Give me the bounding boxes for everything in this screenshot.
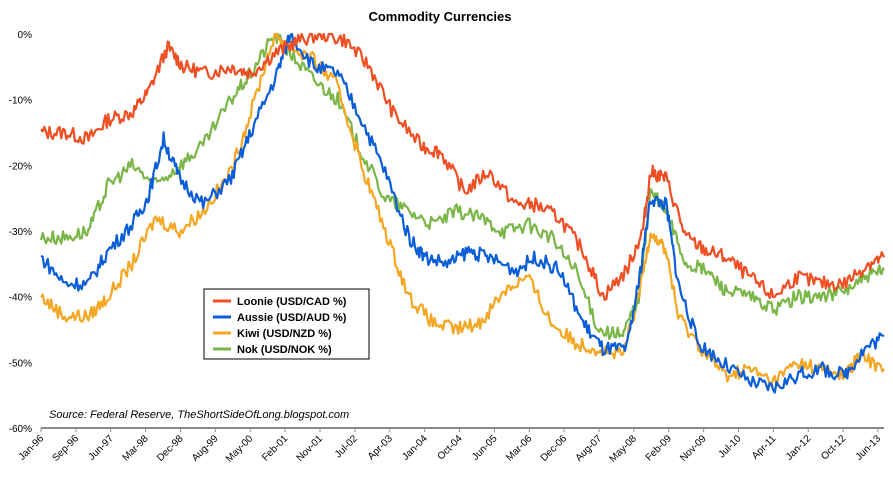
- y-tick-label: -60%: [9, 424, 32, 435]
- x-tick-label: May-08: [608, 433, 640, 465]
- x-tick-label: Jul-02: [333, 433, 360, 460]
- x-tick-label: Oct-04: [436, 433, 465, 462]
- y-tick-label: -40%: [9, 293, 32, 304]
- x-tick-label: Jan-96: [17, 433, 47, 463]
- legend-label: Nok (USD/NOK %): [237, 344, 332, 356]
- legend: Loonie (USD/CAD %) Aussie (USD/AUD %) Kiwi…: [203, 288, 370, 360]
- legend-label: Loonie (USD/CAD %): [237, 296, 347, 308]
- x-tick-label: Feb-01: [260, 433, 290, 463]
- x-tick-label: Oct-12: [819, 433, 848, 462]
- y-tick-label: -30%: [9, 227, 32, 238]
- series-layer: [39, 32, 886, 394]
- x-tick-label: Jan-12: [784, 433, 814, 463]
- y-tick-label: 0%: [18, 30, 33, 41]
- series-line: [40, 32, 886, 301]
- x-tick-label: Aug-99: [190, 433, 221, 464]
- legend-box: [203, 288, 370, 360]
- series-line: [39, 32, 885, 341]
- series-line: [40, 32, 885, 394]
- x-tick-label: Nov-01: [295, 433, 326, 464]
- x-tick-label: May-00: [224, 433, 256, 465]
- y-tick-label: -50%: [9, 358, 32, 369]
- y-axis: 0% -10% -20% -30% -40% -50% -60%: [9, 30, 32, 435]
- x-tick-label: Jun-13: [854, 433, 884, 463]
- x-tick-label: Dec-06: [539, 433, 570, 464]
- x-tick-label: Apr-11: [750, 433, 779, 462]
- x-tick-label: Nov-09: [678, 433, 709, 464]
- x-tick-label: Sep-96: [50, 433, 81, 464]
- series-line: [40, 32, 885, 388]
- y-tick-label: -10%: [9, 96, 32, 107]
- x-tick-label: Jan-04: [400, 433, 430, 463]
- legend-label: Aussie (USD/AUD %): [237, 312, 347, 324]
- x-tick-label: Feb-09: [644, 433, 674, 463]
- x-tick-label: Apr-03: [366, 433, 395, 462]
- x-tick-label: Jul-10: [717, 433, 744, 460]
- x-tick-label: Mar-06: [504, 433, 534, 463]
- chart-title: Commodity Currencies: [368, 9, 511, 24]
- x-tick-label: Mar-98: [121, 433, 151, 463]
- x-tick-label: Jun-05: [470, 433, 500, 463]
- y-tick-label: -20%: [9, 161, 32, 172]
- source-note: Source: Federal Reserve, TheShortSideOfL…: [49, 409, 349, 421]
- x-axis: Jan-96 Sep-96 Jun-97 Mar-98 Dec-98 Aug-99 May-…: [17, 427, 884, 465]
- x-tick-label: Dec-98: [155, 433, 186, 464]
- legend-label: Kiwi (USD/NZD %): [237, 328, 332, 340]
- x-tick-label: Jun-97: [86, 433, 116, 463]
- x-tick-label: Aug-07: [574, 433, 605, 464]
